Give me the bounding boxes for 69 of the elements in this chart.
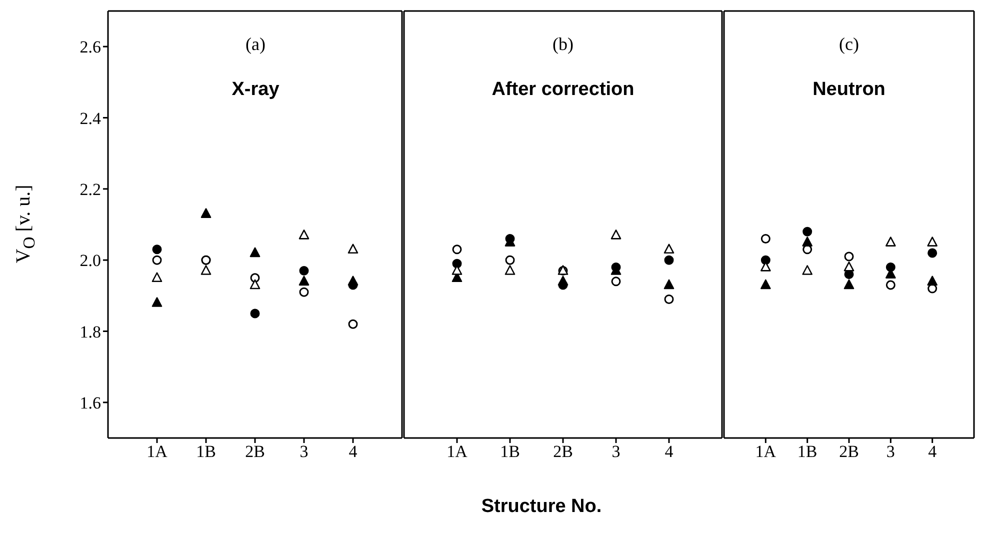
point (200, 265, 212, 275)
x-tick-label: 2B (839, 442, 859, 462)
point (152, 255, 162, 265)
point (298, 230, 310, 240)
y-tick-label: 2.2 (80, 180, 101, 199)
point (298, 276, 310, 286)
point (802, 265, 812, 275)
y-tick-label: 2.6 (80, 38, 101, 57)
point (886, 280, 896, 290)
point (299, 266, 309, 276)
point (152, 297, 162, 307)
point (664, 244, 674, 254)
x-tick-label: 1A (755, 442, 777, 462)
point (802, 226, 812, 236)
point (927, 276, 938, 286)
text: Neutron (812, 79, 886, 102)
point (927, 236, 938, 246)
point (611, 276, 621, 286)
point (504, 265, 516, 275)
text: After correction (490, 79, 636, 102)
point (558, 276, 568, 286)
point (505, 255, 515, 265)
point (152, 244, 162, 254)
x-tick-label: 4 (664, 442, 674, 462)
text: (c) (838, 34, 860, 55)
x-tick-label: 3 (300, 442, 308, 462)
point (200, 208, 212, 218)
point (250, 247, 260, 258)
point (844, 252, 854, 262)
point (886, 262, 896, 272)
point (250, 279, 260, 290)
point (760, 234, 770, 244)
y-tick-label: 1.6 (80, 393, 101, 412)
point (760, 279, 771, 290)
x-tick-label: 3 (612, 442, 620, 462)
point (299, 287, 309, 297)
x-tick-label: 2B (553, 442, 573, 462)
x-tick-label: 1B (500, 442, 520, 462)
point (664, 255, 674, 265)
point (844, 279, 854, 290)
x-tick-label: 1A (146, 442, 168, 462)
point (250, 308, 260, 318)
point (928, 248, 938, 258)
x-tick-label: 4 (928, 442, 938, 462)
point (152, 272, 162, 282)
point (760, 255, 770, 265)
x-tick-label: 3 (886, 442, 895, 462)
text: X-ray (230, 79, 280, 102)
point (664, 294, 674, 304)
point (452, 244, 462, 254)
point (610, 230, 622, 240)
point (844, 262, 854, 272)
point (802, 236, 812, 246)
point (886, 236, 896, 246)
x-tick-label: 1B (797, 442, 818, 462)
x-tick-label: 2B (245, 442, 265, 462)
text: (b) (552, 34, 574, 55)
x-tick-label: 1B (196, 442, 216, 462)
x-tick-label: 1A (446, 442, 468, 462)
point (348, 244, 358, 254)
point (348, 319, 358, 329)
y-tick-label: 2.4 (80, 108, 102, 128)
text: (a) (244, 34, 266, 55)
point (664, 279, 674, 290)
point (348, 276, 358, 286)
y-tick-label: 1.8 (80, 322, 101, 342)
y-tick-label: 2.0 (80, 251, 101, 270)
x-axis-title: Structure No. (480, 496, 603, 518)
x-tick-label: 4 (348, 442, 358, 462)
